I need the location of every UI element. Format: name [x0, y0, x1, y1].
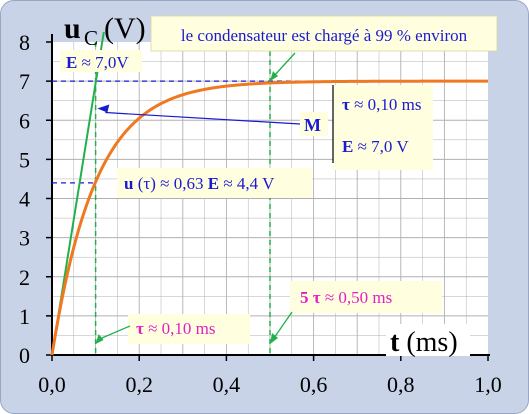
- top-note-arrow-head: [270, 71, 278, 82]
- m-params-box: [333, 85, 433, 170]
- x-tick-label: 0,6: [300, 372, 328, 397]
- y-tick-label: 0: [19, 343, 30, 368]
- u-tau-label-part-3: E: [208, 174, 219, 193]
- tau-bottom-box: [128, 314, 250, 344]
- m-arrow-head: [97, 104, 110, 113]
- m-params-e: E ≈ 7,0 V: [342, 137, 409, 156]
- top-note-box: [150, 15, 498, 52]
- y-axis-title-unit: (V): [104, 12, 146, 45]
- x-axis-title-bg: [386, 324, 470, 356]
- m-params-tau-part-1: ≈ 0,10 ms: [350, 95, 422, 114]
- y-tick-label: 4: [19, 187, 30, 212]
- tau-bottom-label: τ ≈ 0,10 ms: [136, 319, 216, 338]
- tau-bottom-label-part-0: τ: [136, 319, 144, 338]
- top-note-arrow: [271, 52, 296, 79]
- m-params-tau-part-0: τ: [342, 95, 350, 114]
- x-axis-title: t (ms): [390, 327, 458, 358]
- five-tau-label-part-0: 5 τ: [300, 288, 321, 307]
- tau-bottom-arrow: [99, 325, 131, 340]
- x-tick-label: 0,4: [213, 372, 241, 397]
- u-tau-label-part-4: ≈ 4,4 V: [219, 174, 275, 193]
- e-label-box: [60, 50, 142, 72]
- y-tick-label: 7: [19, 69, 30, 94]
- tau-bottom-label-part-1: ≈ 0,10 ms: [144, 319, 216, 338]
- x-tick-label: 0,2: [125, 372, 153, 397]
- five-tau-label-part-1: ≈ 0,50 ms: [321, 288, 393, 307]
- series-charge-curve: [50, 79, 488, 356]
- m-label: M: [304, 115, 321, 135]
- x-tick-label: 0,8: [387, 372, 415, 397]
- u-tau-label-part-0: u: [124, 174, 133, 193]
- y-axis-title-sub: C: [84, 26, 98, 50]
- m-label-box: [300, 112, 328, 136]
- m-arrow: [105, 111, 301, 125]
- e-label-part-1: ≈ 7,0V: [77, 53, 129, 72]
- u-tau-label-part-2: ≈ 0,63: [156, 174, 208, 193]
- u-tau-label-part-1: (τ): [133, 174, 155, 193]
- top-note-label: le condensateur est chargé à 99 % enviro…: [181, 26, 468, 45]
- five-tau-arrow: [273, 311, 293, 339]
- m-label-part-0: M: [304, 115, 321, 135]
- x-tick-label: 0,0: [38, 372, 66, 397]
- y-tick-label: 8: [19, 30, 30, 55]
- e-label: E ≈ 7,0V: [66, 53, 129, 72]
- y-tick-label: 6: [19, 108, 30, 133]
- y-axis-title-main-part-0: u: [64, 12, 81, 45]
- x-axis-title-part-1: (ms): [399, 327, 457, 358]
- u-tau-label: u (τ) ≈ 0,63 E ≈ 4,4 V: [124, 174, 275, 193]
- e-label-part-0: E: [66, 53, 77, 72]
- u-tau-box: [117, 168, 312, 198]
- y-tick-label: 2: [19, 265, 30, 290]
- x-tick-label: 1,0: [474, 372, 502, 397]
- y-tick-label: 5: [19, 147, 30, 172]
- x-axis-title-part-0: t: [390, 327, 400, 358]
- y-tick-label: 1: [19, 304, 30, 329]
- m-params-tau: τ ≈ 0,10 ms: [342, 95, 422, 114]
- m-params-e-part-1: ≈ 7,0 V: [353, 137, 409, 156]
- m-params-e-part-0: E: [342, 137, 353, 156]
- five-tau-arrow-head: [270, 333, 278, 344]
- y-tick-label: 3: [19, 226, 30, 251]
- five-tau-box: [290, 281, 442, 313]
- y-axis-title-main: u: [64, 12, 81, 45]
- five-tau-label: 5 τ ≈ 0,50 ms: [300, 288, 392, 307]
- tau-bottom-arrow-head: [95, 334, 104, 344]
